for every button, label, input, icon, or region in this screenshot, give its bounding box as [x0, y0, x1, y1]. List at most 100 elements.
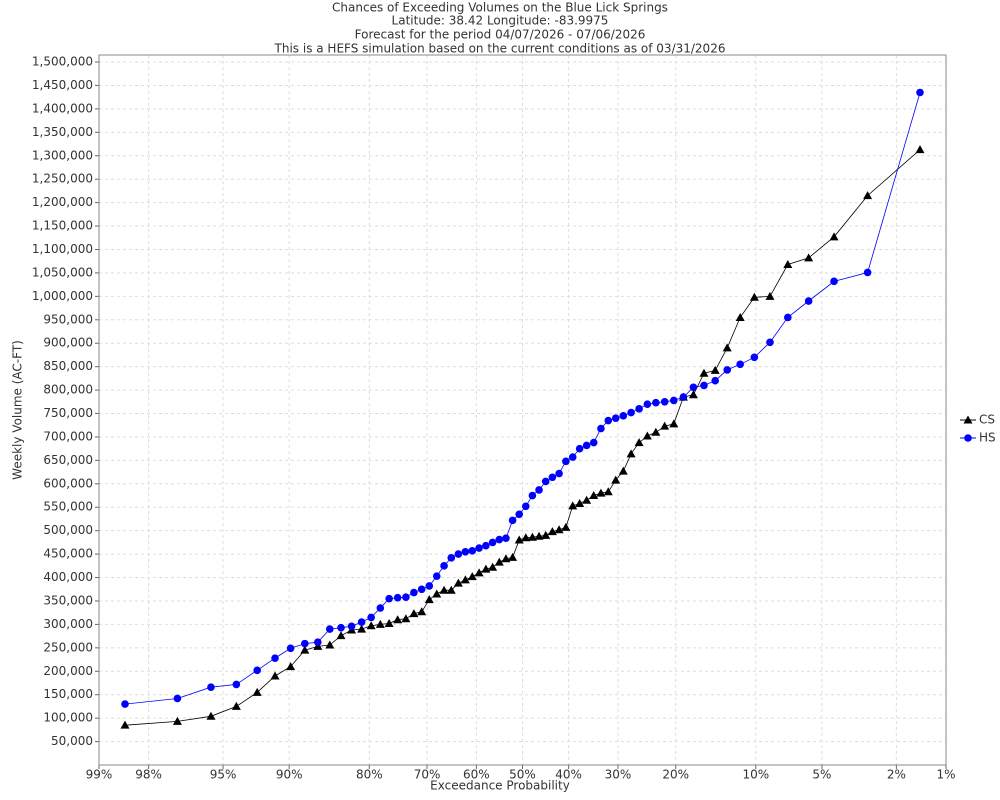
x-tick-label: 2%: [887, 768, 906, 782]
data-point: [410, 588, 418, 597]
data-point: [829, 232, 839, 241]
y-tick-label: 550,000: [43, 500, 93, 514]
data-point: [488, 562, 498, 571]
data-point: [611, 475, 621, 484]
data-point: [401, 614, 411, 623]
data-point: [534, 531, 544, 540]
data-point: [475, 544, 483, 552]
data-point: [432, 589, 442, 598]
data-point: [514, 535, 524, 544]
data-point: [337, 623, 345, 632]
data-point: [651, 427, 661, 436]
y-tick-label: 300,000: [43, 617, 93, 631]
data-point: [508, 516, 517, 525]
y-axis-label: Weekly Volume (AC-FT): [11, 340, 25, 480]
x-tick-label: 40%: [555, 768, 582, 782]
y-tick-label: 650,000: [43, 453, 93, 467]
data-point: [766, 338, 774, 347]
data-point: [515, 510, 524, 519]
data-point: [626, 449, 636, 458]
x-tick-label: 70%: [414, 768, 441, 782]
data-point: [669, 419, 679, 428]
data-point: [554, 525, 564, 534]
data-point: [467, 572, 477, 581]
x-tick-label: 80%: [356, 768, 383, 782]
data-point: [252, 687, 262, 696]
y-tick-label: 700,000: [43, 429, 93, 443]
data-point: [172, 716, 182, 725]
y-tick-label: 1,100,000: [32, 242, 93, 256]
data-point: [555, 469, 563, 478]
data-point: [568, 501, 578, 510]
y-tick-label: 850,000: [43, 359, 93, 373]
x-tick-label: 20%: [662, 768, 689, 782]
data-point: [749, 292, 759, 301]
x-tick-label: 60%: [463, 768, 490, 782]
data-point: [679, 393, 688, 401]
data-point: [722, 343, 732, 352]
data-point: [783, 259, 793, 268]
data-point: [461, 547, 470, 556]
data-point: [357, 618, 366, 626]
data-point: [207, 683, 215, 692]
data-point: [502, 534, 510, 542]
data-point: [596, 488, 606, 497]
data-point: [561, 522, 571, 531]
data-point: [541, 530, 551, 539]
chart-subtitle: Forecast for the period 04/07/2026 - 07/…: [355, 28, 646, 42]
data-point: [347, 622, 356, 631]
y-tick-label: 1,250,000: [32, 172, 93, 186]
data-point: [313, 638, 322, 647]
data-point: [482, 541, 490, 550]
data-point: [495, 535, 504, 544]
data-point: [417, 607, 427, 616]
data-point: [439, 585, 449, 594]
data-point: [286, 644, 295, 653]
data-point: [301, 639, 309, 648]
x-tick-label: 98%: [135, 768, 162, 782]
data-point: [367, 613, 375, 622]
data-point: [568, 453, 577, 461]
data-point: [765, 291, 775, 300]
y-tick-label: 1,000,000: [32, 289, 93, 303]
data-point: [699, 368, 709, 377]
data-point: [481, 564, 491, 573]
legend-marker: [964, 434, 972, 442]
data-point: [660, 421, 670, 430]
data-point: [916, 88, 924, 97]
data-point: [468, 547, 477, 555]
y-tick-label: 600,000: [43, 476, 93, 490]
data-point: [385, 594, 393, 603]
data-point: [597, 424, 605, 433]
data-point: [750, 353, 759, 362]
data-point: [548, 473, 557, 482]
chart-subtitle: This is a HEFS simulation based on the c…: [274, 42, 726, 56]
data-point: [575, 498, 585, 507]
data-point: [541, 477, 550, 486]
y-tick-label: 1,350,000: [32, 125, 93, 139]
data-point: [589, 491, 599, 500]
data-point: [589, 438, 598, 447]
data-point: [366, 621, 376, 630]
data-point: [604, 416, 613, 425]
data-point: [417, 585, 426, 594]
data-point: [711, 376, 720, 385]
data-point: [670, 396, 678, 405]
data-point: [447, 554, 456, 562]
data-point: [232, 680, 241, 689]
data-point: [231, 701, 241, 710]
data-point: [562, 457, 570, 466]
x-tick-label: 95%: [210, 768, 237, 782]
data-point: [121, 700, 129, 708]
y-tick-label: 1,050,000: [32, 265, 93, 279]
legend-label: HS: [979, 431, 996, 445]
y-tick-label: 350,000: [43, 593, 93, 607]
y-tick-label: 900,000: [43, 336, 93, 350]
data-point: [603, 487, 613, 496]
chart-title: Chances of Exceeding Volumes on the Blue…: [332, 1, 668, 15]
data-point: [535, 486, 543, 494]
data-point: [432, 572, 441, 580]
data-point: [325, 640, 335, 649]
data-point: [521, 533, 531, 542]
data-point: [453, 578, 463, 587]
